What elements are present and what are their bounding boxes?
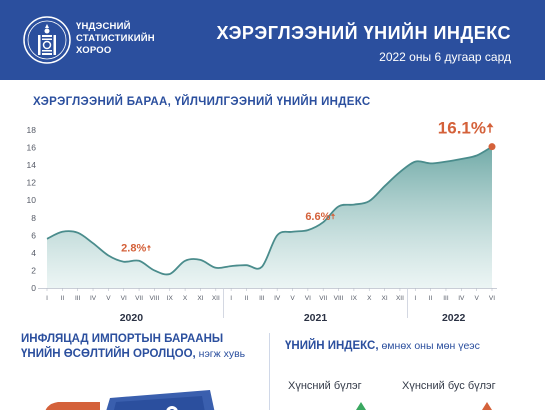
page-subtitle: 2022 оны 6 дугаар сард: [379, 50, 511, 64]
x-tick-label: VII: [135, 295, 143, 302]
price-index-title: ҮНИЙН ИНДЕКС,: [285, 340, 379, 352]
nonfood-group-label: Хүнсний бус бүлэг: [402, 380, 496, 392]
x-tick-label: VI: [305, 295, 311, 302]
x-tick-label: VI: [489, 295, 495, 302]
x-tick-label: II: [61, 295, 65, 302]
x-tick-label: IV: [458, 295, 465, 302]
year-label: 2021: [304, 312, 328, 324]
org-line-2: СТАТИСТИКИЙН: [76, 33, 155, 44]
import-heading-unit: нэгж хувь: [195, 348, 246, 360]
annotation-up-arrow-icon: [330, 213, 336, 216]
annotation-up-arrow-icon: [146, 244, 152, 248]
x-tick-label: XII: [396, 295, 404, 302]
org-line-1: ҮНДЭСНИЙ: [76, 21, 131, 32]
organization-name: ҮНДЭСНИЙ СТАТИСТИКИЙН ХОРОО: [76, 21, 155, 57]
year-label: 2022: [442, 312, 466, 324]
price-index-heading: ҮНИЙН ИНДЕКС, өмнөх оны мөн үеэс: [285, 340, 480, 352]
x-tick-label: VI: [121, 295, 127, 302]
nonfood-up-arrow-icon: [482, 402, 492, 410]
x-tick-label: VIII: [150, 295, 160, 302]
nso-logo-icon: [23, 16, 71, 64]
section-divider: [269, 333, 270, 410]
y-tick-label: 12: [27, 178, 37, 188]
x-tick-label: X: [367, 295, 372, 302]
latest-value-dot: [488, 143, 496, 151]
y-tick-label: 10: [27, 195, 37, 205]
annotation-up-arrow-icon: [486, 122, 494, 128]
y-tick-label: 0: [31, 283, 36, 293]
y-tick-label: 2: [31, 265, 36, 275]
y-tick-label: 8: [31, 213, 36, 223]
cpi-area-fill: [47, 146, 492, 288]
x-tick-label: I: [230, 295, 232, 302]
org-line-3: ХОРОО: [76, 45, 112, 56]
y-tick-label: 4: [31, 248, 36, 258]
x-tick-label: V: [106, 295, 111, 302]
x-tick-label: IX: [167, 295, 174, 302]
x-tick-label: III: [75, 295, 81, 302]
x-tick-label: V: [290, 295, 295, 302]
x-tick-label: II: [429, 295, 433, 302]
header-banner: ҮНДЭСНИЙ СТАТИСТИКИЙН ХОРОО ХЭРЭГЛЭЭНИЙ …: [0, 0, 545, 80]
annotation-label: 16.1%: [438, 119, 486, 138]
x-tick-label: IV: [90, 295, 97, 302]
annotation-label: 2.8%: [121, 243, 146, 255]
x-tick-label: VIII: [334, 295, 344, 302]
import-heading-line-1: ИНФЛЯЦАД ИМПОРТЫН БАРААНЫ: [21, 333, 224, 345]
annotation-label: 6.6%: [305, 211, 330, 223]
y-tick-label: 14: [27, 160, 37, 170]
x-tick-label: IX: [351, 295, 358, 302]
x-tick-label: I: [46, 295, 48, 302]
chart-title: ХЭРЭГЛЭЭНИЙ БАРАА, ҮЙЛЧИЛГЭЭНИЙ ҮНИЙН ИН…: [33, 96, 371, 108]
y-tick-label: 18: [27, 125, 37, 135]
page-title: ХЭРЭГЛЭЭНИЙ ҮНИЙН ИНДЕКС: [216, 23, 511, 43]
food-up-arrow-icon: [356, 402, 366, 410]
x-tick-label: III: [443, 295, 449, 302]
y-tick-label: 6: [31, 230, 36, 240]
x-tick-label: I: [414, 295, 416, 302]
x-tick-label: III: [259, 295, 265, 302]
x-tick-label: VII: [319, 295, 327, 302]
import-heading-line-2: ҮНИЙН ӨСӨЛТИЙН ОРОЛЦОО,: [21, 348, 196, 360]
x-tick-label: II: [245, 295, 249, 302]
food-group-label: Хүнсний бүлэг: [288, 380, 362, 392]
x-tick-label: XI: [382, 295, 388, 302]
cpi-series-line: [46, 145, 493, 276]
year-label: 2020: [120, 312, 144, 324]
price-index-subtitle: өмнөх оны мөн үеэс: [378, 340, 480, 352]
y-tick-label: 16: [27, 143, 37, 153]
x-tick-label: X: [183, 295, 188, 302]
x-tick-label: IV: [274, 295, 281, 302]
wallet-illustration-icon: [45, 390, 215, 410]
import-contribution-heading: ИНФЛЯЦАД ИМПОРТЫН БАРААНЫ ҮНИЙН ӨСӨЛТИЙН…: [21, 332, 245, 362]
x-tick-label: XI: [197, 295, 203, 302]
x-tick-label: XII: [212, 295, 220, 302]
x-tick-label: V: [474, 295, 479, 302]
